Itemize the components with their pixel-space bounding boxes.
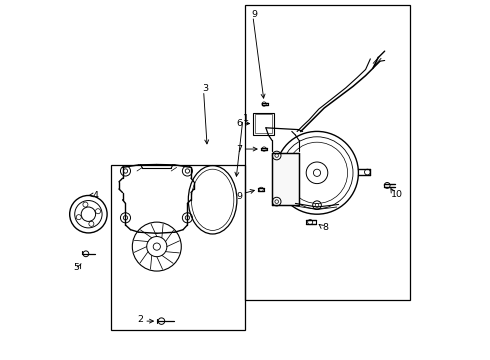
- Text: 9: 9: [251, 10, 257, 19]
- Text: 3: 3: [202, 84, 208, 93]
- Text: 2: 2: [138, 315, 144, 324]
- Text: 1: 1: [243, 114, 249, 123]
- Text: 6: 6: [236, 119, 242, 128]
- Text: 4: 4: [92, 191, 98, 199]
- Bar: [111, 165, 245, 330]
- Text: 9: 9: [236, 192, 242, 201]
- Bar: [272, 153, 299, 205]
- Text: 5: 5: [74, 264, 79, 273]
- Text: 8: 8: [322, 223, 328, 232]
- Bar: [253, 113, 274, 135]
- Bar: [255, 114, 272, 133]
- Bar: [245, 5, 410, 300]
- Text: 7: 7: [236, 145, 242, 154]
- Text: 10: 10: [391, 190, 403, 199]
